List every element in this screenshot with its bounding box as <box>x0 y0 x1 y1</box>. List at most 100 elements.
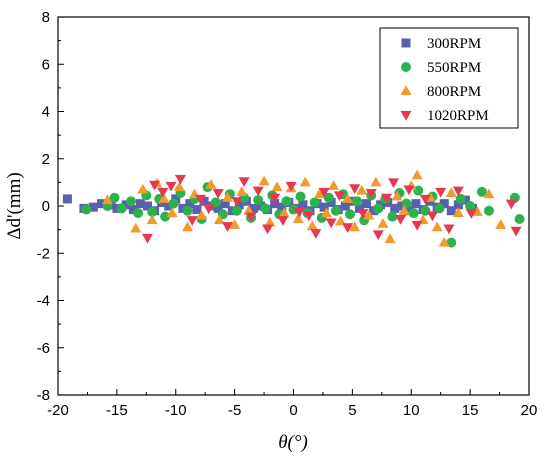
point-300rpm <box>88 202 98 212</box>
y-tick-label: -4 <box>37 293 50 310</box>
point-800rpm <box>299 176 311 187</box>
point-1020rpm <box>157 187 169 198</box>
point-800rpm <box>313 188 325 199</box>
point-800rpm <box>398 204 410 215</box>
point-550rpm <box>408 208 419 219</box>
point-550rpm <box>483 205 494 216</box>
point-300rpm <box>397 201 407 211</box>
point-300rpm <box>97 199 107 209</box>
point-300rpm <box>390 203 400 213</box>
point-1020rpm <box>269 193 281 204</box>
point-550rpm <box>420 205 431 216</box>
point-300rpm <box>369 206 379 216</box>
point-800rpm <box>101 194 113 205</box>
point-800rpm <box>306 220 318 231</box>
point-300rpm <box>277 202 287 212</box>
point-550rpm <box>330 205 341 216</box>
point-1020rpm <box>465 209 477 219</box>
point-1020rpm <box>388 178 400 189</box>
point-800rpm <box>278 207 290 218</box>
x-tick-label: 20 <box>521 402 538 419</box>
point-1020rpm <box>435 187 447 198</box>
point-550rpm <box>288 204 299 215</box>
point-300rpm <box>453 200 463 210</box>
point-550rpm <box>387 211 398 222</box>
point-300rpm <box>234 200 244 210</box>
legend-label: 300RPM <box>427 36 481 52</box>
point-550rpm <box>147 206 158 217</box>
point-300rpm <box>164 201 174 211</box>
point-800rpm <box>342 193 354 203</box>
point-1020rpm <box>285 181 297 192</box>
point-300rpm <box>411 199 421 209</box>
point-800rpm <box>146 214 158 225</box>
point-1020rpm <box>333 191 345 202</box>
x-tick-label: 5 <box>348 402 356 419</box>
y-tick-label: -2 <box>37 245 50 262</box>
point-800rpm <box>495 219 507 229</box>
point-1020rpm <box>505 199 517 210</box>
point-1020rpm <box>411 220 423 231</box>
point-550rpm <box>413 185 424 196</box>
point-300rpm <box>192 205 202 215</box>
point-1020rpm <box>174 174 186 185</box>
point-1020rpm <box>349 184 361 195</box>
point-1020rpm <box>303 211 315 222</box>
point-800rpm <box>243 204 255 215</box>
point-800rpm <box>335 215 347 226</box>
point-1020rpm <box>357 209 369 219</box>
point-300rpm <box>178 203 188 213</box>
point-800rpm <box>196 209 208 220</box>
point-1020rpm <box>252 186 264 197</box>
point-800rpm <box>356 184 368 195</box>
point-800rpm <box>166 207 178 218</box>
point-1020rpm <box>141 233 153 244</box>
point-1020rpm <box>310 229 322 239</box>
legend-marker-300rpm <box>401 38 411 48</box>
point-800rpm <box>320 207 332 218</box>
point-1020rpm <box>318 187 330 198</box>
point-550rpm <box>133 208 144 219</box>
x-tick-label: 10 <box>403 402 420 419</box>
y-tick-label: 0 <box>42 198 50 215</box>
y-tick-label: -6 <box>37 340 50 357</box>
point-800rpm <box>328 180 340 190</box>
point-800rpm <box>377 217 389 228</box>
legend-marker-550rpm <box>401 62 411 72</box>
point-1020rpm <box>245 212 257 223</box>
point-1020rpm <box>262 224 274 235</box>
point-1020rpm <box>293 207 305 218</box>
point-300rpm <box>270 199 280 209</box>
point-800rpm <box>292 213 304 223</box>
point-1020rpm <box>186 216 198 226</box>
x-axis-title: θ(°) <box>278 432 308 453</box>
point-550rpm <box>352 196 363 207</box>
point-800rpm <box>483 188 495 199</box>
point-800rpm <box>229 219 241 229</box>
point-800rpm <box>452 207 464 218</box>
point-300rpm <box>404 206 414 216</box>
point-1020rpm <box>165 181 177 192</box>
y-tick-label: 8 <box>42 9 50 26</box>
point-300rpm <box>319 202 329 212</box>
point-1020rpm <box>238 177 250 187</box>
point-1020rpm <box>452 186 464 197</box>
point-300rpm <box>121 200 131 210</box>
point-300rpm <box>298 200 308 210</box>
legend-label: 550RPM <box>427 60 481 76</box>
point-300rpm <box>220 199 230 209</box>
point-300rpm <box>199 196 209 206</box>
point-300rpm <box>326 197 336 207</box>
point-1020rpm <box>231 197 243 208</box>
point-300rpm <box>185 199 195 209</box>
point-550rpm <box>434 203 445 214</box>
point-800rpm <box>271 181 283 192</box>
point-800rpm <box>349 221 361 232</box>
legend: 300RPM 550RPM 800RPM 1020RPM <box>379 27 519 129</box>
point-800rpm <box>411 169 423 180</box>
point-550rpm <box>109 192 120 203</box>
point-800rpm <box>391 190 403 201</box>
point-550rpm <box>465 201 476 211</box>
point-1020rpm <box>372 230 384 241</box>
point-800rpm <box>363 209 375 220</box>
